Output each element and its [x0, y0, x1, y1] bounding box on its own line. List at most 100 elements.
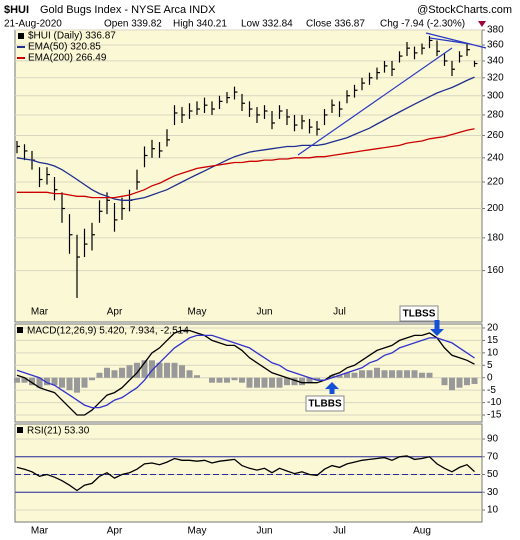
y-tick-label: -5 [487, 385, 496, 396]
legend-label: EMA(50) 320.85 [28, 42, 101, 53]
histogram-bar [179, 365, 185, 378]
trend-line [297, 47, 453, 156]
histogram-bar [74, 377, 80, 393]
histogram-bar [299, 377, 305, 386]
label-bg [17, 327, 23, 333]
histogram-bar [186, 370, 193, 378]
panel-label: RSI(21) 53.30 [27, 426, 90, 437]
annotation-box [399, 305, 439, 322]
down-arrow [478, 21, 486, 27]
histogram-bar [276, 377, 283, 388]
x-tick-label: Mar [31, 307, 49, 318]
histogram-bar [389, 370, 395, 378]
histogram-bar [336, 375, 343, 378]
quote-change: Chg -7.94 (-2.30%) [380, 19, 465, 30]
date: 21-Aug-2020 [4, 19, 62, 30]
histogram-bar [359, 370, 365, 378]
chart-title: Gold Bugs Index - NYSE Arca INDX [40, 4, 216, 16]
y-tick-label: 380 [487, 25, 504, 36]
histogram-bar [156, 362, 163, 378]
x-tick-label: May [188, 307, 207, 318]
histogram-bar [89, 377, 95, 381]
x-tick-label: May [188, 526, 207, 537]
x-tick-label: Mar [31, 526, 49, 537]
histogram-bar [344, 372, 350, 378]
legend-swatch [18, 33, 24, 39]
histogram-bar [291, 377, 298, 386]
histogram-bar [44, 377, 50, 386]
y-tick-label: 180 [487, 232, 504, 243]
label-bg [17, 427, 23, 433]
histogram-bar [149, 360, 155, 378]
y-tick-label: 10 [487, 347, 499, 358]
histogram-bar [269, 377, 275, 388]
histogram-bar [224, 377, 230, 383]
source: @StockCharts.com [417, 4, 512, 16]
histogram-bar [239, 377, 245, 383]
histogram-bar [36, 377, 43, 388]
annotation-box [305, 395, 345, 412]
histogram-bar [111, 370, 118, 378]
y-tick-label: 320 [487, 72, 504, 83]
histogram-bar [419, 372, 425, 378]
symbol: $HUI [4, 4, 29, 16]
histogram-bar [164, 362, 170, 378]
series-line [16, 455, 475, 492]
x-tick-label: Jun [256, 307, 272, 318]
y-tick-label: 50 [487, 469, 499, 480]
histogram-bar [14, 377, 20, 383]
histogram-bar [254, 377, 260, 388]
quote-open: Open 339.82 [104, 19, 162, 30]
histogram-bar [449, 377, 455, 391]
histogram-bar [426, 372, 433, 378]
histogram-bar [366, 370, 373, 378]
quote-low: Low 332.84 [241, 19, 293, 30]
histogram-bar [246, 377, 253, 388]
trend-line [429, 37, 471, 45]
histogram-bar [194, 375, 200, 378]
y-tick-label: 240 [487, 152, 504, 163]
x-tick-label: Jul [333, 307, 346, 318]
histogram-bar [381, 370, 388, 378]
y-tick-label: 0 [487, 372, 493, 383]
histogram-bar [126, 365, 133, 378]
y-tick-label: 360 [487, 40, 504, 51]
histogram-bar [404, 370, 410, 378]
quote-close: Close 336.87 [306, 19, 365, 30]
histogram-bar [104, 367, 110, 378]
histogram-bar [51, 377, 58, 386]
y-tick-label: 15 [487, 335, 499, 346]
series-line [16, 334, 475, 409]
histogram-bar [29, 377, 35, 386]
y-tick-label: 220 [487, 177, 504, 188]
histogram-bar [134, 362, 140, 378]
histogram-bar [261, 377, 268, 388]
histogram-bar [59, 377, 65, 388]
y-tick-label: 280 [487, 110, 504, 121]
histogram-bar [231, 377, 238, 381]
histogram-bar [96, 372, 103, 378]
x-tick-label: Aug [413, 526, 431, 537]
annotation-label: TLBSS [403, 309, 436, 320]
series-line [16, 329, 475, 416]
histogram-bar [21, 377, 28, 383]
annotation-label: TLBBS [308, 399, 342, 410]
y-tick-label: -15 [487, 410, 502, 421]
histogram-bar [284, 377, 290, 386]
y-tick-label: 200 [487, 203, 504, 214]
y-tick-label: 70 [487, 451, 499, 462]
y-tick-label: 90 [487, 434, 499, 445]
x-tick-label: Jun [256, 526, 272, 537]
y-tick-label: 300 [487, 90, 504, 101]
histogram-bar [456, 377, 463, 388]
histogram-bar [216, 377, 223, 383]
series-line [16, 76, 475, 201]
annotation-arrow-head [325, 382, 339, 389]
panel [14, 423, 483, 523]
y-tick-label: 10 [487, 505, 499, 516]
trend-line [425, 32, 487, 49]
histogram-bar [81, 377, 88, 388]
panel [14, 29, 483, 323]
histogram-bar [119, 367, 125, 378]
